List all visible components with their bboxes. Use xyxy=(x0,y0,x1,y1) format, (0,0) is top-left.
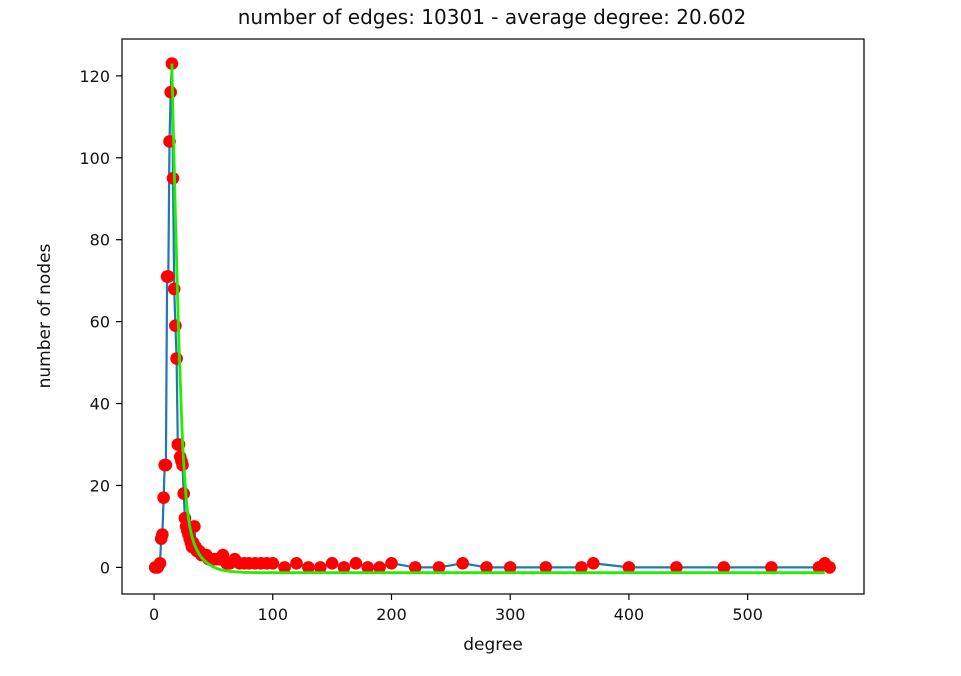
x-tick-label: 500 xyxy=(732,605,763,624)
degree-series-point xyxy=(157,491,170,505)
degree-series-point xyxy=(373,561,386,574)
degree-series-point xyxy=(162,270,175,283)
y-axis-title: number of nodes xyxy=(35,243,55,388)
y-tick-label: 60 xyxy=(90,313,110,332)
degree-series-point xyxy=(156,528,169,541)
degree-series-point xyxy=(177,487,190,500)
degree-series-point xyxy=(290,557,303,570)
degree-series-point xyxy=(266,557,280,570)
degree-series-point xyxy=(823,561,836,574)
x-tick-label: 400 xyxy=(614,605,645,624)
degree-series-point xyxy=(765,561,778,574)
degree-series-point xyxy=(349,557,363,570)
degree-series-point xyxy=(337,561,351,574)
degree-series-point xyxy=(575,561,588,574)
degree-series-point xyxy=(166,172,180,185)
degree-series-point xyxy=(159,458,173,472)
x-tick-label: 0 xyxy=(149,605,159,624)
plot-frame xyxy=(121,38,865,595)
degree-series-point xyxy=(408,561,422,574)
y-tick-label: 100 xyxy=(79,149,110,168)
degree-series-point xyxy=(325,557,339,570)
degree-series-point xyxy=(153,557,167,570)
degree-series-point xyxy=(385,557,398,570)
y-tick-label: 20 xyxy=(90,476,110,495)
degree-series-point xyxy=(314,561,327,574)
x-axis-title: degree xyxy=(463,635,523,655)
x-tick-label: 200 xyxy=(376,605,407,624)
plot-area xyxy=(148,57,836,575)
y-tick-label: 0 xyxy=(100,558,110,577)
degree-series-point xyxy=(622,561,636,574)
axis-ticks: 0 100 200 300 400 500 0 20 40 60 80 100 120 xyxy=(79,67,762,624)
degree-series-line xyxy=(155,63,831,569)
degree-series-point xyxy=(503,561,517,574)
degree-series-point xyxy=(302,561,315,574)
degree-series-point xyxy=(432,561,446,574)
degree-series-point xyxy=(480,561,493,574)
fit-curve-line xyxy=(170,63,825,575)
degree-series-point xyxy=(587,557,600,570)
degree-series-point xyxy=(164,85,177,99)
x-tick-label: 100 xyxy=(258,605,289,624)
y-tick-label: 40 xyxy=(90,395,110,414)
degree-series-point xyxy=(456,557,470,570)
degree-series-point xyxy=(717,561,731,574)
y-tick-label: 80 xyxy=(90,231,110,250)
y-tick-label: 120 xyxy=(79,67,110,86)
x-tick-label: 300 xyxy=(495,605,526,624)
degree-series-point xyxy=(670,561,683,574)
degree-series-point xyxy=(278,561,291,574)
chart-title: number of edges: 10301 - average degree:… xyxy=(238,5,747,29)
degree-series-point xyxy=(361,561,375,574)
plot-series-group xyxy=(148,57,836,575)
degree-series-point xyxy=(539,561,553,574)
